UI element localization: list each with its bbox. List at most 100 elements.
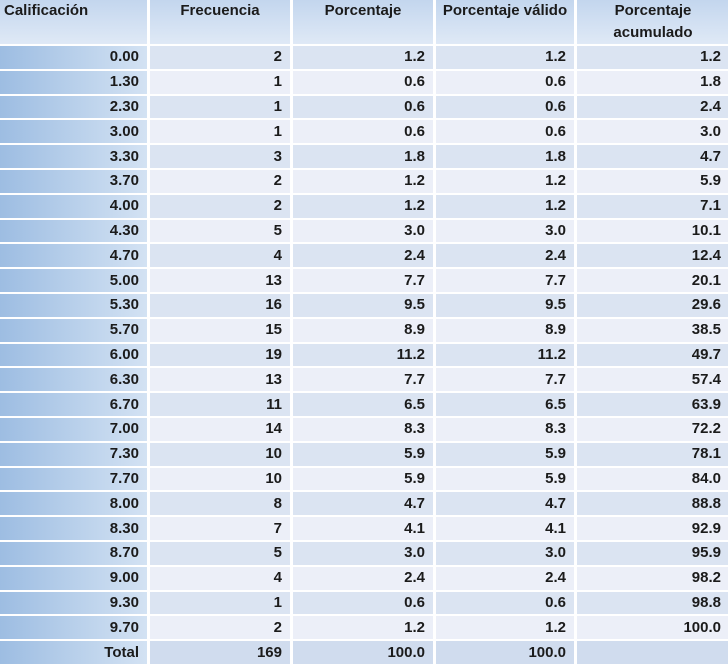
data-row: 5.70 15 8.9 8.9 38.5 [0, 318, 728, 342]
row-label: 2.30 [0, 95, 147, 119]
cell: 0.6 [436, 591, 574, 615]
cell: 3.0 [436, 541, 574, 565]
data-row: 5.00 13 7.7 7.7 20.1 [0, 269, 728, 292]
cell: 13 [150, 368, 290, 392]
row-label: 5.00 [0, 269, 147, 292]
row-label: 5.30 [0, 293, 147, 317]
data-row: 4.30 5 3.0 3.0 10.1 [0, 219, 728, 243]
cell: 7.7 [436, 368, 574, 392]
cell: 0.6 [293, 95, 433, 119]
column-header: Frecuencia [150, 0, 290, 44]
header-row: Calificación Frecuencia Porcentaje Porcenta… [0, 0, 728, 44]
cell: 98.8 [577, 591, 728, 615]
cell: 8.9 [436, 318, 574, 342]
cell: 8.3 [293, 417, 433, 441]
cell: 1.2 [293, 46, 433, 69]
cell: 2 [150, 616, 290, 640]
cell: 5.9 [293, 467, 433, 491]
cell: 8 [150, 492, 290, 516]
column-header: Porcentaje válido [436, 0, 574, 44]
cell: 19 [150, 343, 290, 367]
cell: 7.7 [293, 269, 433, 292]
row-label: 4.30 [0, 219, 147, 243]
cell: 15 [150, 318, 290, 342]
column-header: Porcentaje acumulado [577, 0, 728, 44]
cell: 84.0 [577, 467, 728, 491]
cell: 10.1 [577, 219, 728, 243]
row-label: 8.30 [0, 517, 147, 540]
cell: 2.4 [436, 244, 574, 268]
cell: 4.7 [577, 145, 728, 168]
row-label: 0.00 [0, 46, 147, 69]
data-row: 8.30 7 4.1 4.1 92.9 [0, 517, 728, 540]
cell: 98.2 [577, 566, 728, 590]
cell: 3.0 [293, 219, 433, 243]
column-header: Porcentaje [293, 0, 433, 44]
cell: 49.7 [577, 343, 728, 367]
cell: 5.9 [577, 169, 728, 193]
row-label: 6.70 [0, 393, 147, 416]
data-row: 9.70 2 1.2 1.2 100.0 [0, 616, 728, 640]
cell: 78.1 [577, 442, 728, 466]
cell: 57.4 [577, 368, 728, 392]
data-row: 6.30 13 7.7 7.7 57.4 [0, 368, 728, 392]
cell: 11.2 [293, 343, 433, 367]
data-row: 8.00 8 4.7 4.7 88.8 [0, 492, 728, 516]
data-row: 9.00 4 2.4 2.4 98.2 [0, 566, 728, 590]
data-row: 2.30 1 0.6 0.6 2.4 [0, 95, 728, 119]
cell: 0.6 [293, 120, 433, 144]
cell: 2 [150, 169, 290, 193]
data-row: 1.30 1 0.6 0.6 1.8 [0, 70, 728, 94]
cell: 1 [150, 591, 290, 615]
cell: 1.2 [293, 194, 433, 218]
cell: 6.5 [436, 393, 574, 416]
row-label: 8.00 [0, 492, 147, 516]
cell: 100.0 [577, 616, 728, 640]
row-label: 8.70 [0, 541, 147, 565]
row-label: 7.70 [0, 467, 147, 491]
cell: 7.7 [436, 269, 574, 292]
row-label: 9.30 [0, 591, 147, 615]
cell: 3.0 [293, 541, 433, 565]
cell: 4.1 [293, 517, 433, 540]
cell: 2 [150, 46, 290, 69]
cell: 8.3 [436, 417, 574, 441]
data-row: 0.00 2 1.2 1.2 1.2 [0, 46, 728, 69]
row-label: 6.00 [0, 343, 147, 367]
cell: 9.5 [293, 293, 433, 317]
cell: 1 [150, 120, 290, 144]
data-row: 6.70 11 6.5 6.5 63.9 [0, 393, 728, 416]
cell: 0.6 [293, 70, 433, 94]
cell: 0.6 [436, 70, 574, 94]
cell: 11 [150, 393, 290, 416]
cell: 10 [150, 442, 290, 466]
row-label: 6.30 [0, 368, 147, 392]
cell: 5.9 [293, 442, 433, 466]
row-label: 4.00 [0, 194, 147, 218]
cell: 92.9 [577, 517, 728, 540]
cell: 1.2 [436, 616, 574, 640]
data-row: 9.30 1 0.6 0.6 98.8 [0, 591, 728, 615]
cell: 9.5 [436, 293, 574, 317]
data-row: 6.00 19 11.2 11.2 49.7 [0, 343, 728, 367]
cell: 5 [150, 219, 290, 243]
cell: 11.2 [436, 343, 574, 367]
empty-cell [577, 641, 728, 664]
cell: 1 [150, 70, 290, 94]
cell: 1.2 [293, 616, 433, 640]
cell: 10 [150, 467, 290, 491]
row-label: 7.00 [0, 417, 147, 441]
cell: 100.0 [293, 641, 433, 664]
cell: 0.6 [436, 95, 574, 119]
row-label: 3.70 [0, 169, 147, 193]
cell: 1.2 [293, 169, 433, 193]
cell: 88.8 [577, 492, 728, 516]
cell: 20.1 [577, 269, 728, 292]
cell: 95.9 [577, 541, 728, 565]
data-row: 3.30 3 1.8 1.8 4.7 [0, 145, 728, 168]
cell: 3.0 [577, 120, 728, 144]
cell: 16 [150, 293, 290, 317]
cell: 13 [150, 269, 290, 292]
